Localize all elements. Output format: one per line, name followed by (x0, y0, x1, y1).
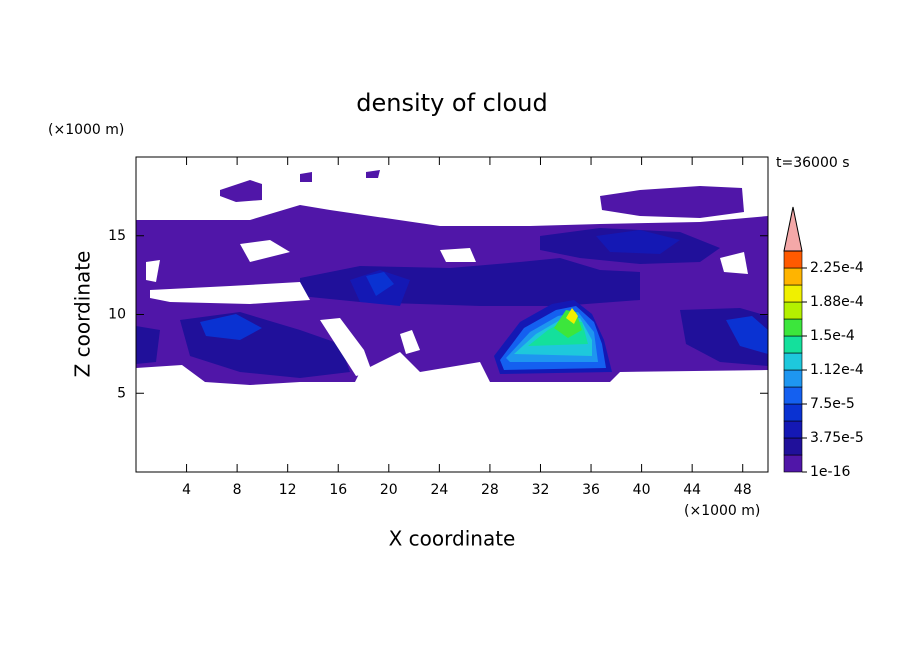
colorbar-band (783, 454, 803, 473)
gap (150, 282, 310, 304)
contour-region (726, 316, 768, 354)
contour-region (600, 186, 744, 218)
x-tick-label: 48 (734, 482, 752, 498)
x-tick-label: 4 (182, 482, 191, 498)
contour-field (136, 170, 768, 385)
x-tick-label: 32 (532, 482, 550, 498)
colorbar-band (783, 250, 803, 269)
colorbar-tick-label: 1.5e-4 (810, 328, 855, 344)
x-tick-label: 36 (582, 482, 600, 498)
colorbar-band (783, 369, 803, 388)
gaps (146, 240, 748, 376)
gap (440, 248, 476, 262)
gap (240, 240, 290, 262)
colorbar-tick-label: 2.25e-4 (810, 260, 864, 276)
colorbar-band (783, 301, 803, 320)
y-tick-label: 10 (108, 307, 126, 323)
gap (146, 260, 160, 282)
colorbar-band (783, 403, 803, 422)
x-unit: (×1000 m) (684, 503, 760, 519)
contour-region (366, 272, 394, 296)
contour-region (136, 326, 160, 364)
colorbar-tick-label: 1.12e-4 (810, 362, 864, 378)
colorbar-tick-label: 1e-16 (810, 464, 850, 480)
colorbar-tick-label: 7.5e-5 (810, 396, 855, 412)
colorbar-band (783, 437, 803, 456)
colorbar-band (783, 420, 803, 439)
x-tick-label: 44 (683, 482, 701, 498)
colorbar-tick-label: 1.88e-4 (810, 294, 864, 310)
x-tick-label: 16 (329, 482, 347, 498)
x-tick-label: 24 (430, 482, 448, 498)
colorbar-extend (783, 206, 803, 252)
colorbar-tick-label: 3.75e-5 (810, 430, 864, 446)
contour-region (200, 314, 262, 340)
contour-region (366, 170, 380, 178)
y-tick-label: 15 (108, 228, 126, 244)
x-tick-label: 28 (481, 482, 499, 498)
contour-region (220, 180, 262, 202)
colorbar: 1e-16 3.75e-5 7.5e-5 1.12e-4 1.5e-4 1.88e-4 2.… (783, 206, 864, 480)
x-tick-label: 20 (380, 482, 398, 498)
x-tick-label: 8 (233, 482, 242, 498)
colorbar-band (783, 318, 803, 337)
colorbar-band (783, 335, 803, 354)
x-axis-label: X coordinate (389, 527, 516, 551)
annotation: t=36000 s (776, 155, 850, 171)
gap (320, 318, 372, 376)
chart-title: density of cloud (356, 89, 547, 117)
gap (720, 252, 748, 274)
colorbar-band (783, 352, 803, 371)
x-tick-label: 40 (633, 482, 651, 498)
x-tick-label: 12 (279, 482, 297, 498)
y-unit: (×1000 m) (48, 122, 124, 138)
gap (400, 330, 420, 354)
colorbar-band (783, 284, 803, 303)
y-tick-label: 5 (117, 385, 126, 401)
contour-region (566, 308, 578, 324)
colorbar-band (783, 267, 803, 286)
contour-region (596, 230, 680, 254)
contour-region (300, 172, 312, 182)
y-axis-label: Z coordinate (71, 251, 95, 378)
colorbar-band (783, 386, 803, 405)
